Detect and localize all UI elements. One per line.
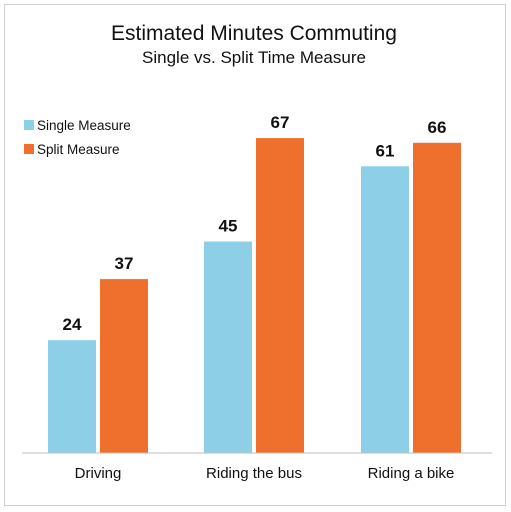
legend-swatch-split <box>24 144 34 154</box>
data-label-split-measure-riding-a-bike: 66 <box>428 118 447 137</box>
data-label-single-measure-riding-a-bike: 61 <box>376 141 395 160</box>
bar-single-measure-riding-a-bike <box>361 166 409 454</box>
bar-split-measure-riding-the-bus <box>256 138 304 453</box>
data-label-single-measure-driving: 24 <box>63 315 82 334</box>
bar-split-measure-driving <box>100 279 148 453</box>
legend-label-split: Split Measure <box>37 142 120 157</box>
legend-label-single: Single Measure <box>37 118 131 133</box>
legend: Single Measure Split Measure <box>24 118 131 157</box>
legend-swatch-single <box>24 120 34 130</box>
data-label-split-measure-riding-the-bus: 67 <box>271 113 290 132</box>
bars-group <box>48 138 461 454</box>
x-tick-label-riding-a-bike: Riding a bike <box>368 465 455 482</box>
data-label-split-measure-driving: 37 <box>115 254 134 273</box>
data-label-single-measure-riding-the-bus: 45 <box>219 217 238 236</box>
bar-split-measure-riding-a-bike <box>413 142 461 454</box>
bar-single-measure-riding-the-bus <box>204 241 252 453</box>
chart-subtitle: Single vs. Split Time Measure <box>142 48 366 67</box>
x-tick-label-riding-the-bus: Riding the bus <box>206 465 302 482</box>
x-axis-ticks: Driving Riding the bus Riding a bike <box>75 465 455 482</box>
data-labels-group: 24 37 45 67 61 66 <box>63 113 447 334</box>
x-tick-label-driving: Driving <box>75 465 122 482</box>
chart-title: Estimated Minutes Commuting <box>111 22 397 45</box>
bar-single-measure-driving <box>48 340 96 453</box>
